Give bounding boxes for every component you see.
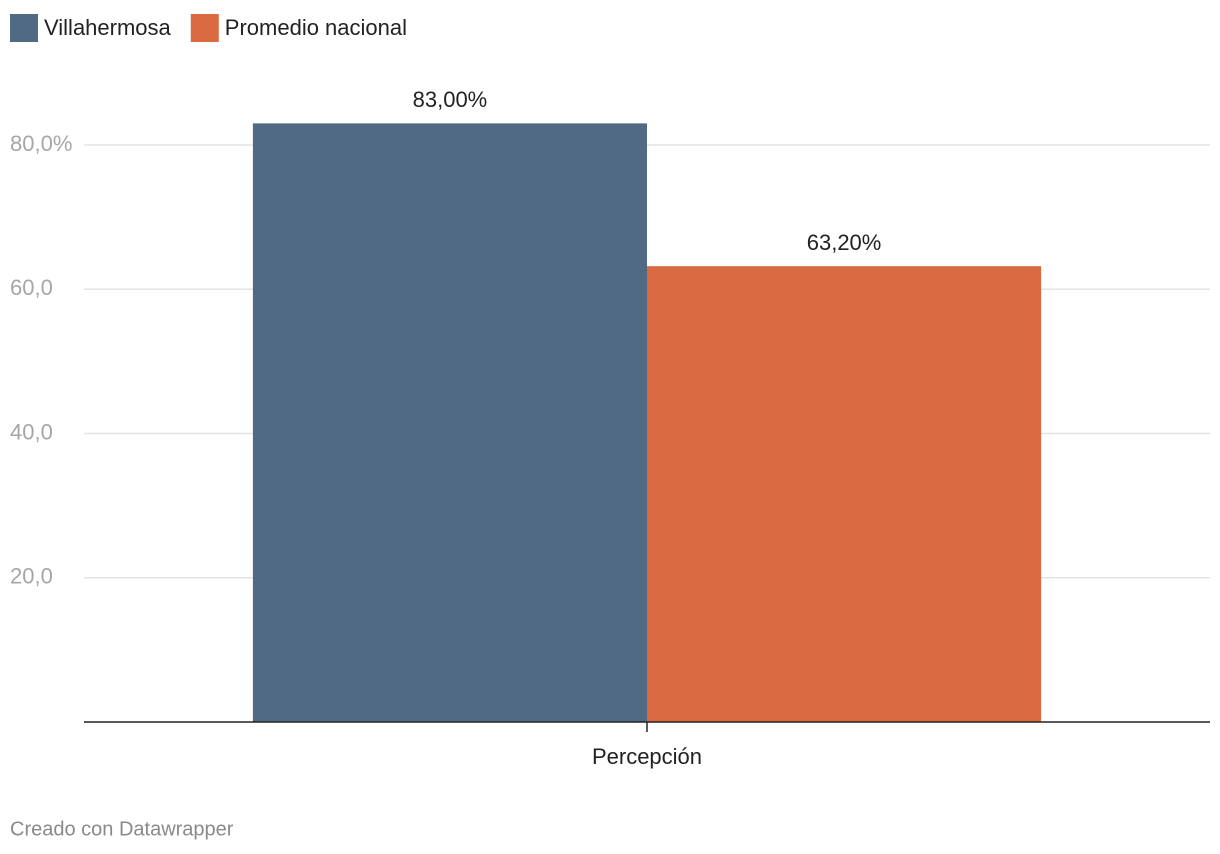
y-tick-label: 80,0% bbox=[10, 131, 72, 156]
legend-label: Promedio nacional bbox=[225, 15, 407, 40]
x-tick-label: Percepción bbox=[592, 744, 702, 769]
legend-swatch bbox=[10, 14, 38, 42]
bar bbox=[647, 266, 1042, 722]
value-label: 83,00% bbox=[413, 87, 488, 112]
credit: Creado con Datawrapper bbox=[10, 818, 234, 840]
bar bbox=[252, 123, 647, 722]
value-label: 63,20% bbox=[807, 230, 882, 255]
y-tick-label: 60,0 bbox=[10, 275, 53, 300]
y-tick-label: 20,0 bbox=[10, 564, 53, 589]
legend-swatch bbox=[190, 14, 219, 42]
legend-label: Villahermosa bbox=[44, 15, 172, 40]
y-tick-label: 40,0 bbox=[10, 419, 53, 444]
